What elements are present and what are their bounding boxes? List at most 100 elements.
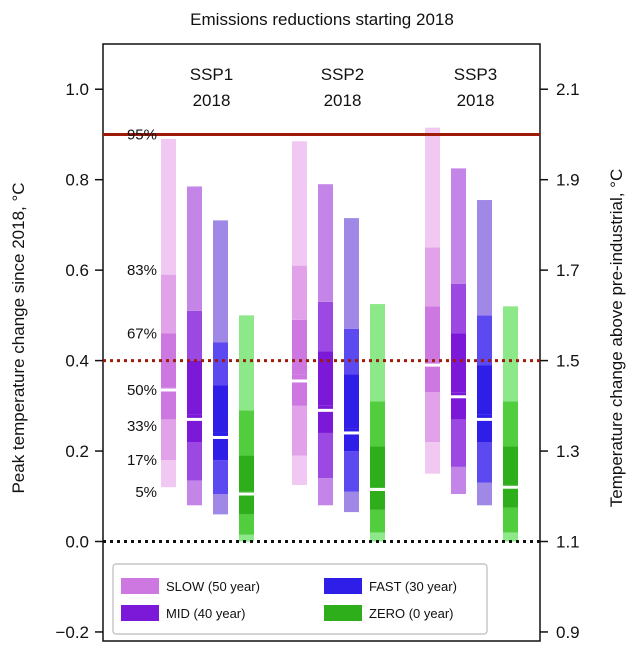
bar-segment (425, 442, 440, 474)
bar-segment (292, 141, 307, 266)
median-marker (186, 417, 203, 421)
bar-segment (161, 460, 176, 488)
legend-swatch (121, 605, 159, 621)
bar-segment (477, 365, 492, 415)
chart-title: Emissions reductions starting 2018 (190, 10, 454, 29)
bar-segment (425, 306, 440, 361)
bar-segment (213, 432, 228, 461)
bar-segment (292, 455, 307, 485)
bar-segment (451, 466, 466, 495)
bar-segment (451, 333, 466, 393)
bar-segment (318, 432, 333, 479)
y-tick-label-left: 0.0 (65, 533, 89, 552)
bar-segment (451, 283, 466, 334)
bar-segment (370, 401, 385, 447)
bar-segment (213, 494, 228, 515)
percentile-label: 95% (127, 126, 157, 143)
legend-label: FAST (30 year) (369, 579, 457, 594)
bar-segment (477, 200, 492, 316)
bar-segment (370, 509, 385, 533)
bar-segment (292, 319, 307, 375)
median-marker (502, 485, 519, 489)
bar-segment (239, 514, 254, 535)
bar-segment (161, 274, 176, 334)
bar-segment (239, 315, 254, 411)
bar-segment (187, 360, 202, 415)
legend-swatch (324, 605, 362, 621)
bar-segment (425, 360, 440, 393)
y-tick-label-right: 1.1 (556, 533, 580, 552)
bar-segment (370, 446, 385, 488)
group-label-year: 2018 (324, 91, 362, 110)
group-label-scenario: SSP2 (321, 65, 364, 84)
bar-segment (344, 451, 359, 492)
bar-segment (213, 385, 228, 433)
plot-area: −0.2 0.0 0.2 0.4 0.6 0.8 1.0 0.9 1.1 1.3 1.5 1.7 1.9… (55, 43, 580, 642)
legend-swatch (324, 578, 362, 594)
percentile-label: 50% (127, 382, 157, 399)
bar-segment (344, 218, 359, 329)
median-marker (369, 487, 386, 491)
legend-box (112, 563, 488, 635)
median-marker (476, 417, 493, 421)
y-tick-label-right: 1.5 (556, 352, 580, 371)
bar-segment (187, 442, 202, 481)
bar-segment (451, 419, 466, 467)
y-tick-label-left: 0.8 (65, 171, 89, 190)
y-tick-label-left: 0.2 (65, 442, 89, 461)
percentile-label: 33% (127, 418, 157, 435)
bar-segment (239, 534, 254, 542)
median-marker (343, 431, 360, 435)
median-marker (291, 379, 308, 383)
bar-segment (503, 306, 518, 402)
y-tick-label-right: 1.3 (556, 442, 580, 461)
bar-segment (292, 265, 307, 320)
plot-frame (102, 43, 541, 642)
y-tick-label-right: 1.9 (556, 171, 580, 190)
bar-segment (161, 419, 176, 461)
y-tick-label-right: 1.7 (556, 261, 580, 280)
bar-segment (451, 392, 466, 420)
bar-segment (425, 127, 440, 248)
y-tick-label-left: 0.4 (65, 352, 89, 371)
legend-label: ZERO (0 year) (369, 606, 454, 621)
bar-segment (318, 405, 333, 433)
bar-segment (344, 374, 359, 429)
bar-segment (425, 247, 440, 307)
legend: SLOW (50 year) FAST (30 year) MID (40 year… (112, 563, 488, 635)
bar-segment (344, 328, 359, 375)
median-marker (450, 395, 467, 399)
bar-segment (161, 387, 176, 420)
bar-segment (370, 304, 385, 402)
percentile-label: 83% (127, 262, 157, 279)
bar-segment (451, 168, 466, 284)
legend-label: MID (40 year) (166, 606, 245, 621)
bar-segment (370, 532, 385, 542)
bar-segment (239, 491, 254, 515)
bar-segment (503, 507, 518, 533)
bar-segment (370, 487, 385, 510)
y-tick-label-left: 1.0 (65, 80, 89, 99)
bar-segment (477, 442, 492, 483)
bar-segment (187, 186, 202, 311)
bar-segment (318, 184, 333, 302)
bar-segment (503, 401, 518, 447)
legend-swatch (121, 578, 159, 594)
bar-segment (503, 446, 518, 485)
bar-segment (477, 482, 492, 506)
y-tick-label-left: −0.2 (55, 623, 89, 642)
bar-segment (187, 480, 202, 506)
bar-segment (213, 342, 228, 386)
median-marker (424, 363, 441, 367)
bar-segment (503, 532, 518, 542)
bar-segment (318, 351, 333, 406)
bar-segment (292, 405, 307, 456)
group-label-scenario: SSP1 (190, 65, 233, 84)
y-tick-label-right: 0.9 (556, 623, 580, 642)
bar-segment (318, 301, 333, 352)
bar-segment (213, 460, 228, 495)
y-axis-title-left: Peak temperature change since 2018, °C (9, 182, 28, 493)
y-axis-title-right: Temperature change above pre-industrial,… (607, 169, 626, 507)
bar-segment (187, 310, 202, 361)
